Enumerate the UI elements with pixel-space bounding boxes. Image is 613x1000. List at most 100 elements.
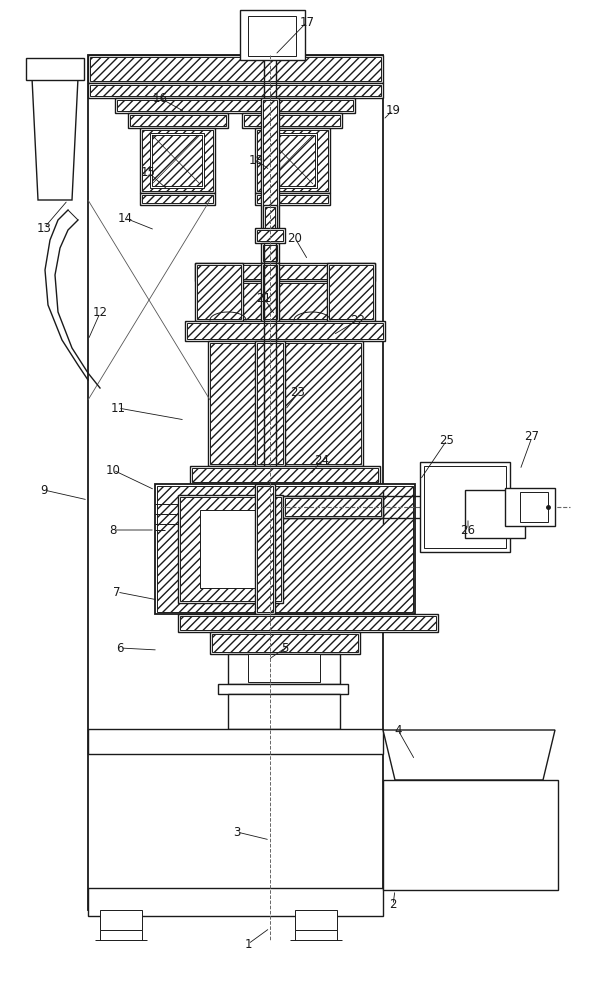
Bar <box>178 495 283 603</box>
Bar <box>178 614 438 632</box>
Bar <box>228 694 340 729</box>
Text: 13: 13 <box>37 222 51 234</box>
Bar <box>200 283 258 319</box>
Bar <box>424 466 506 548</box>
Bar <box>192 468 378 482</box>
Bar <box>88 83 383 98</box>
Bar <box>261 263 279 321</box>
Bar <box>190 466 380 484</box>
Bar <box>265 207 275 228</box>
Bar <box>265 135 315 186</box>
Bar <box>198 281 260 321</box>
Bar <box>420 462 510 552</box>
Bar <box>329 265 373 319</box>
Bar <box>88 729 383 754</box>
Bar <box>100 910 142 930</box>
Bar <box>255 228 285 243</box>
Bar <box>248 654 320 682</box>
Bar <box>208 341 278 466</box>
Bar <box>210 632 360 654</box>
Bar <box>155 484 415 614</box>
Bar <box>263 133 317 188</box>
Bar <box>197 265 241 319</box>
Text: 17: 17 <box>300 15 314 28</box>
Text: 2: 2 <box>389 898 397 912</box>
Text: 9: 9 <box>40 484 48 496</box>
Text: 11: 11 <box>110 401 126 414</box>
Bar <box>140 193 215 205</box>
Bar <box>263 265 277 319</box>
Bar <box>255 341 285 466</box>
Text: 7: 7 <box>113 585 121 598</box>
Bar <box>283 341 363 466</box>
Text: 10: 10 <box>105 464 120 477</box>
Bar <box>257 230 283 241</box>
Bar <box>150 133 204 188</box>
Bar <box>257 486 273 612</box>
Bar <box>285 498 381 516</box>
Text: 4: 4 <box>394 724 402 736</box>
Text: 6: 6 <box>116 642 124 654</box>
Bar <box>90 57 381 81</box>
Bar <box>520 492 548 522</box>
Bar <box>152 135 202 186</box>
Bar <box>195 263 243 321</box>
Bar <box>218 684 348 694</box>
Bar <box>200 510 262 588</box>
Bar <box>257 130 328 191</box>
Bar <box>142 195 213 203</box>
Bar <box>210 281 360 321</box>
Bar <box>197 265 373 279</box>
Bar <box>383 780 558 890</box>
Polygon shape <box>32 78 78 200</box>
Text: 21: 21 <box>256 292 272 304</box>
Bar <box>257 343 283 464</box>
Bar <box>244 115 340 126</box>
Bar <box>140 128 215 193</box>
Bar <box>142 130 213 191</box>
Text: 24: 24 <box>314 454 330 466</box>
Bar <box>180 497 281 601</box>
Bar <box>88 55 383 83</box>
Bar <box>88 888 383 916</box>
Text: 3: 3 <box>234 826 241 838</box>
Bar <box>88 55 383 910</box>
Bar <box>263 205 277 230</box>
Text: 18: 18 <box>248 153 264 166</box>
Bar <box>285 343 361 464</box>
Bar <box>180 616 436 630</box>
Bar <box>255 193 330 205</box>
Bar <box>261 98 279 233</box>
Bar <box>257 195 328 203</box>
Bar <box>130 115 226 126</box>
Bar <box>157 486 413 612</box>
Polygon shape <box>383 730 555 780</box>
Text: 26: 26 <box>460 524 476 536</box>
Bar <box>295 910 337 930</box>
Text: 1: 1 <box>244 938 252 950</box>
Bar <box>212 634 358 652</box>
Bar <box>117 100 353 111</box>
Bar <box>283 496 383 518</box>
Bar <box>505 488 555 526</box>
Text: 14: 14 <box>118 212 132 225</box>
Text: 16: 16 <box>153 92 167 104</box>
Bar <box>128 113 228 128</box>
Bar <box>240 10 305 60</box>
Text: 22: 22 <box>351 314 365 326</box>
Bar <box>465 490 525 538</box>
Bar <box>263 100 277 231</box>
Bar <box>187 323 383 339</box>
Bar <box>212 283 358 319</box>
Text: 12: 12 <box>93 306 107 320</box>
Bar <box>90 85 381 96</box>
Bar <box>248 16 296 56</box>
Bar <box>255 128 330 193</box>
Bar <box>195 263 375 281</box>
Text: 27: 27 <box>525 430 539 444</box>
Text: 15: 15 <box>140 165 156 178</box>
Text: 5: 5 <box>281 642 289 654</box>
Bar <box>255 484 275 614</box>
Text: 25: 25 <box>440 434 454 446</box>
Bar <box>261 243 279 263</box>
